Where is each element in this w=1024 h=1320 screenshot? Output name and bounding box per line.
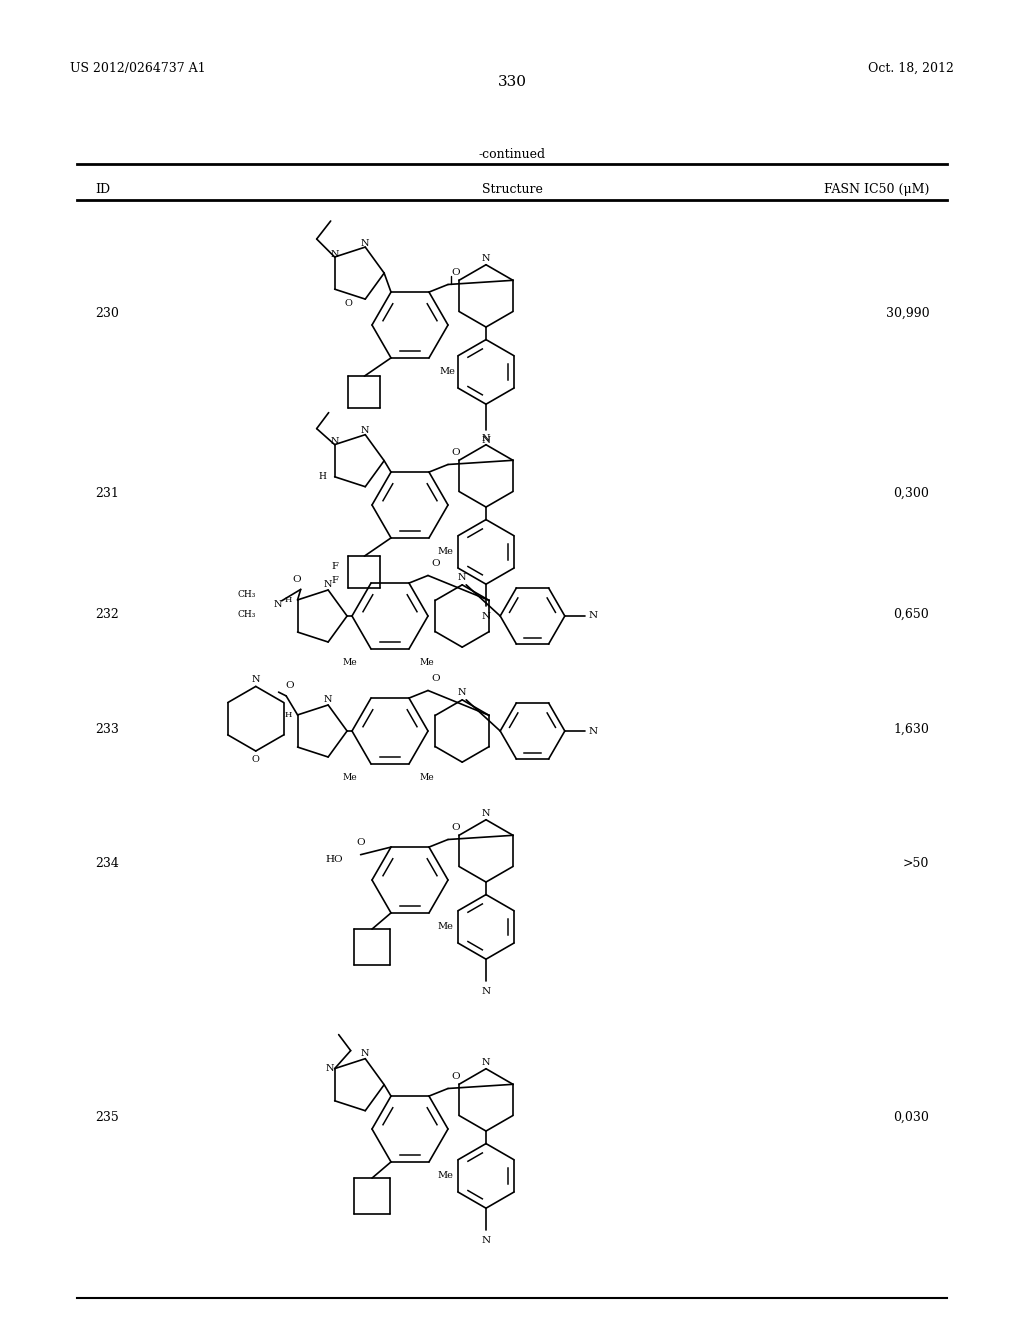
Text: O: O <box>286 681 295 690</box>
Text: CH₃: CH₃ <box>238 610 256 619</box>
Text: Me: Me <box>437 548 453 557</box>
Text: O: O <box>344 298 352 308</box>
Text: 0,030: 0,030 <box>893 1111 929 1125</box>
Text: HO: HO <box>325 855 343 865</box>
Text: O: O <box>356 838 365 847</box>
Text: Me: Me <box>437 923 453 932</box>
Text: Me: Me <box>342 774 357 783</box>
Text: N: N <box>588 726 597 735</box>
Text: H: H <box>285 711 292 719</box>
Text: N: N <box>481 1236 490 1245</box>
Text: O: O <box>432 558 440 568</box>
Text: N: N <box>481 255 490 263</box>
Text: Me: Me <box>342 659 357 668</box>
Text: US 2012/0264737 A1: US 2012/0264737 A1 <box>70 62 206 75</box>
Text: 330: 330 <box>498 75 526 88</box>
Text: O: O <box>452 1072 461 1081</box>
Text: N: N <box>481 809 490 818</box>
Text: Me: Me <box>439 367 455 376</box>
Text: 30,990: 30,990 <box>886 308 929 319</box>
Text: N: N <box>361 426 370 436</box>
Text: O: O <box>293 576 301 583</box>
Text: -continued: -continued <box>478 148 546 161</box>
Text: O: O <box>452 447 461 457</box>
Text: N: N <box>481 611 490 620</box>
Text: O: O <box>452 822 461 832</box>
Text: N: N <box>331 437 339 446</box>
Text: N: N <box>324 581 333 590</box>
Text: N: N <box>273 601 282 610</box>
Text: CH₃: CH₃ <box>238 590 256 599</box>
Text: Oct. 18, 2012: Oct. 18, 2012 <box>868 62 954 75</box>
Text: N: N <box>481 436 490 445</box>
Text: N: N <box>361 1049 370 1059</box>
Text: N: N <box>481 1059 490 1068</box>
Text: H: H <box>318 473 327 482</box>
Text: 235: 235 <box>95 1111 119 1125</box>
Text: Structure: Structure <box>481 183 543 195</box>
Text: F: F <box>332 576 338 585</box>
Text: N: N <box>331 249 339 259</box>
Text: O: O <box>432 675 440 682</box>
Text: 233: 233 <box>95 723 119 737</box>
Text: O: O <box>252 755 260 763</box>
Text: Me: Me <box>419 774 433 783</box>
Text: N: N <box>481 434 490 444</box>
Text: Me: Me <box>419 659 433 668</box>
Text: N: N <box>324 696 333 705</box>
Text: >50: >50 <box>903 857 929 870</box>
Text: N: N <box>361 239 370 248</box>
Text: N: N <box>458 688 467 697</box>
Text: 231: 231 <box>95 487 119 500</box>
Text: FASN IC50 (μM): FASN IC50 (μM) <box>824 183 929 195</box>
Text: 0,300: 0,300 <box>893 487 929 500</box>
Text: O: O <box>452 268 461 277</box>
Text: ID: ID <box>95 183 110 195</box>
Text: N: N <box>481 986 490 995</box>
Text: H: H <box>285 595 292 605</box>
Text: N: N <box>326 1064 334 1073</box>
Text: 234: 234 <box>95 857 119 870</box>
Text: Me: Me <box>437 1171 453 1180</box>
Text: N: N <box>458 573 467 582</box>
Text: N: N <box>252 675 260 684</box>
Text: 232: 232 <box>95 609 119 620</box>
Text: 230: 230 <box>95 308 119 319</box>
Text: 1,630: 1,630 <box>893 723 929 737</box>
Text: N: N <box>588 611 597 620</box>
Text: 0,650: 0,650 <box>894 609 929 620</box>
Text: F: F <box>332 561 338 570</box>
